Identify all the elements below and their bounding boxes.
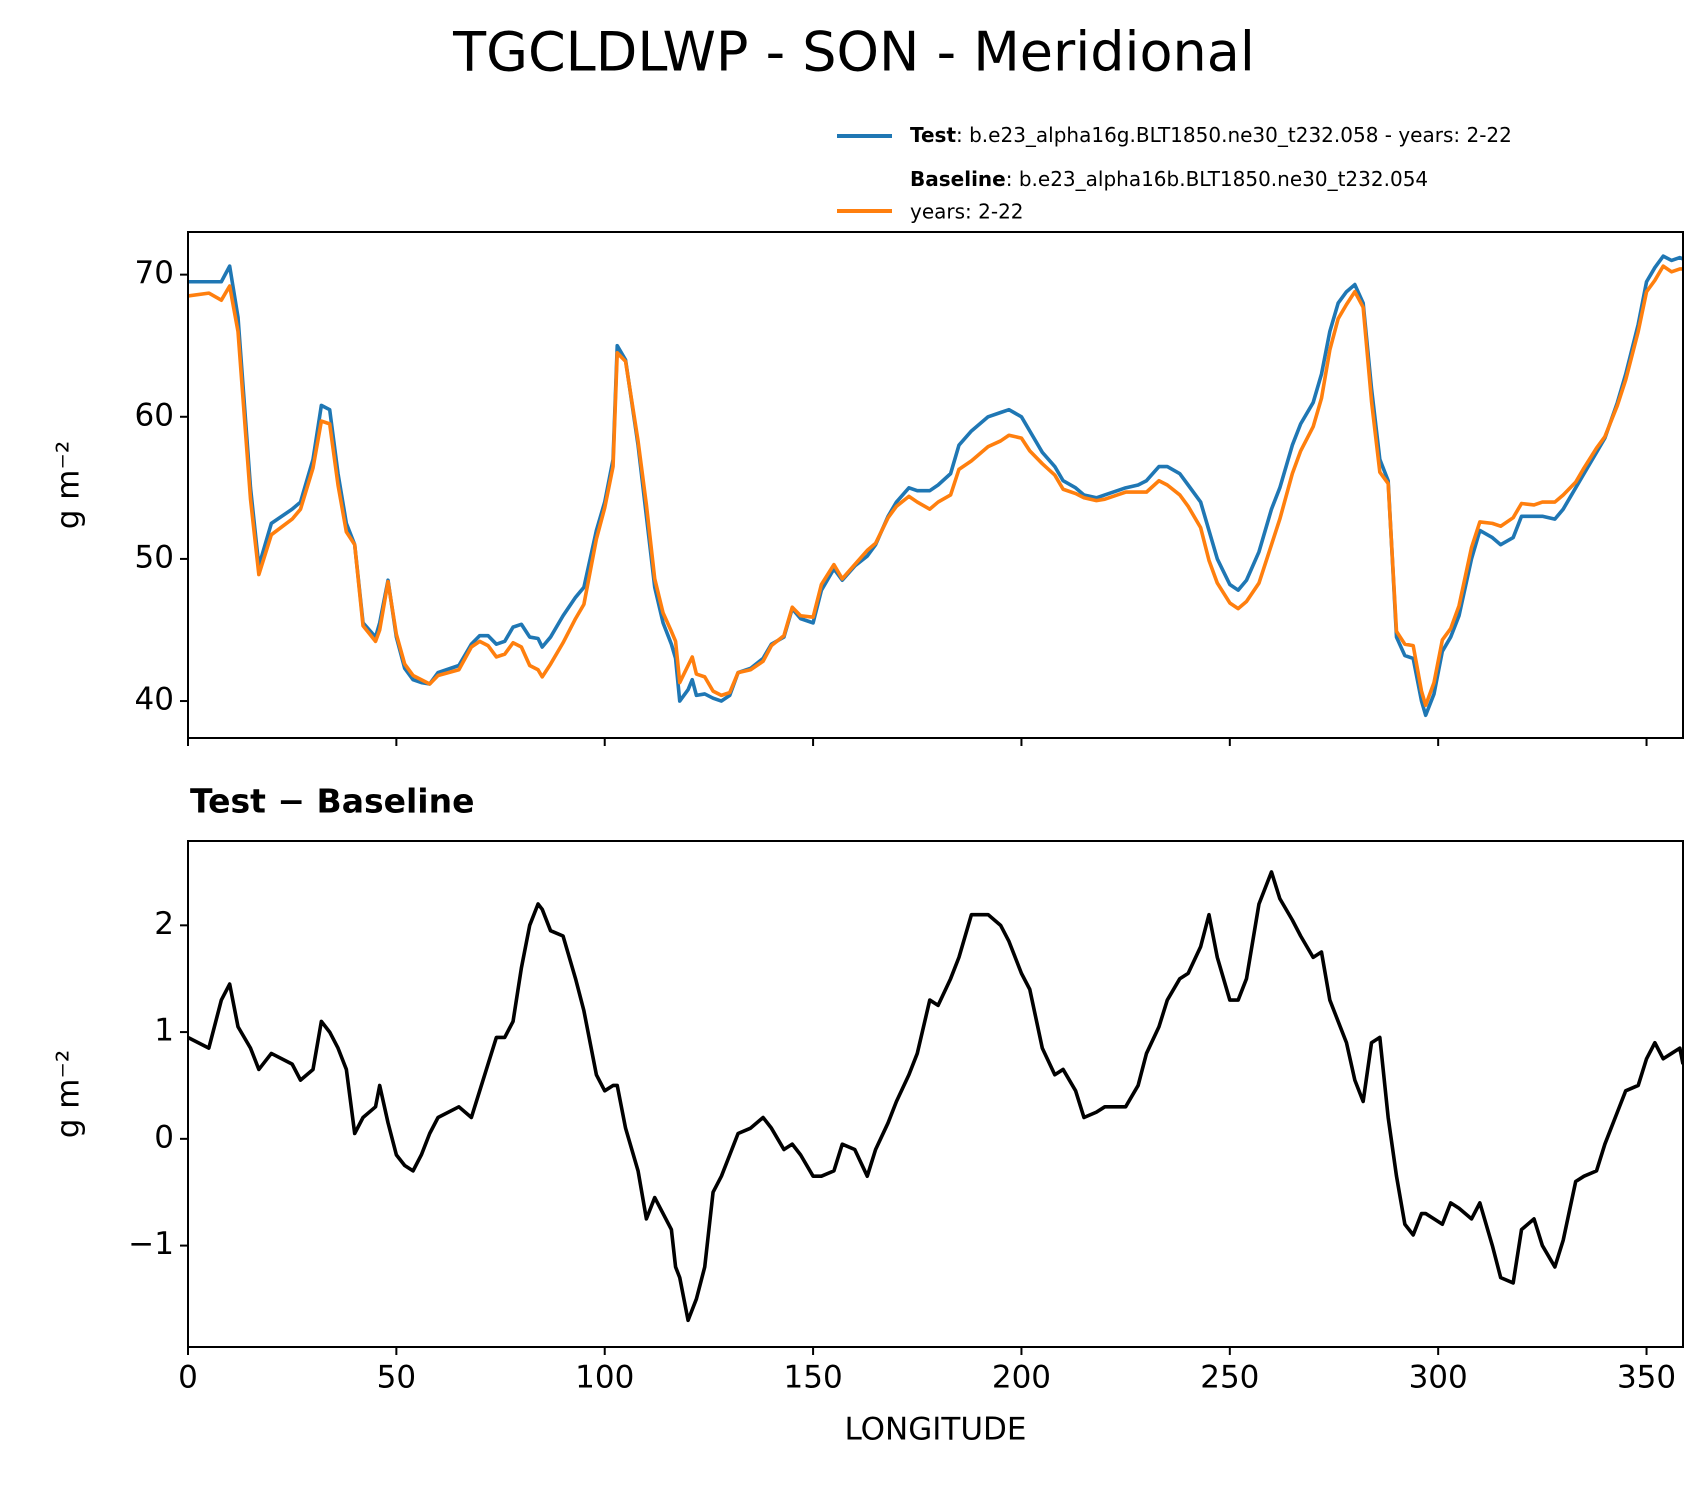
legend-name: Baseline <box>910 167 1006 191</box>
legend-entry: Test: b.e23_alpha16g.BLT1850.ne30_t232.0… <box>910 123 1512 147</box>
y-tick-label: 70 <box>135 255 174 291</box>
x-tick-label: 50 <box>377 1360 416 1396</box>
y-tick-label: −1 <box>128 1226 174 1262</box>
legend-description: : b.e23_alpha16b.BLT1850.ne30_t232.054 <box>1006 167 1428 191</box>
x-tick-label: 200 <box>992 1360 1051 1396</box>
legend-entry: Baseline: b.e23_alpha16b.BLT1850.ne30_t2… <box>910 167 1428 191</box>
legend-description: : b.e23_alpha16g.BLT1850.ne30_t232.058 -… <box>956 123 1512 147</box>
x-axis-label: LONGITUDE <box>844 1412 1026 1448</box>
figure-title: TGCLDLWP - SON - Meridional <box>452 21 1255 84</box>
x-tick-label: 0 <box>178 1360 198 1396</box>
y-axis-label: g m⁻² <box>51 441 87 530</box>
y-tick-label: 50 <box>135 539 174 575</box>
x-tick-label: 350 <box>1617 1360 1676 1396</box>
y-tick-label: 0 <box>154 1119 174 1155</box>
y-tick-label: 1 <box>154 1013 174 1049</box>
x-tick-label: 150 <box>784 1360 843 1396</box>
y-axis-label: g m⁻² <box>51 1050 87 1139</box>
x-tick-label: 100 <box>575 1360 634 1396</box>
data-line <box>188 870 1683 1323</box>
data-line <box>188 254 1683 718</box>
axes-frame <box>187 231 1684 739</box>
y-tick-label: 40 <box>135 682 174 718</box>
x-tick-label: 250 <box>1200 1360 1259 1396</box>
y-tick-label: 60 <box>135 397 174 433</box>
data-line <box>188 264 1683 708</box>
legend-name: Test <box>910 123 956 147</box>
y-tick-label: 2 <box>154 906 174 942</box>
axes-title: Test − Baseline <box>190 782 475 821</box>
axes-frame <box>187 840 1684 1348</box>
x-tick-label: 300 <box>1409 1360 1468 1396</box>
legend-description: years: 2-22 <box>910 200 1024 224</box>
